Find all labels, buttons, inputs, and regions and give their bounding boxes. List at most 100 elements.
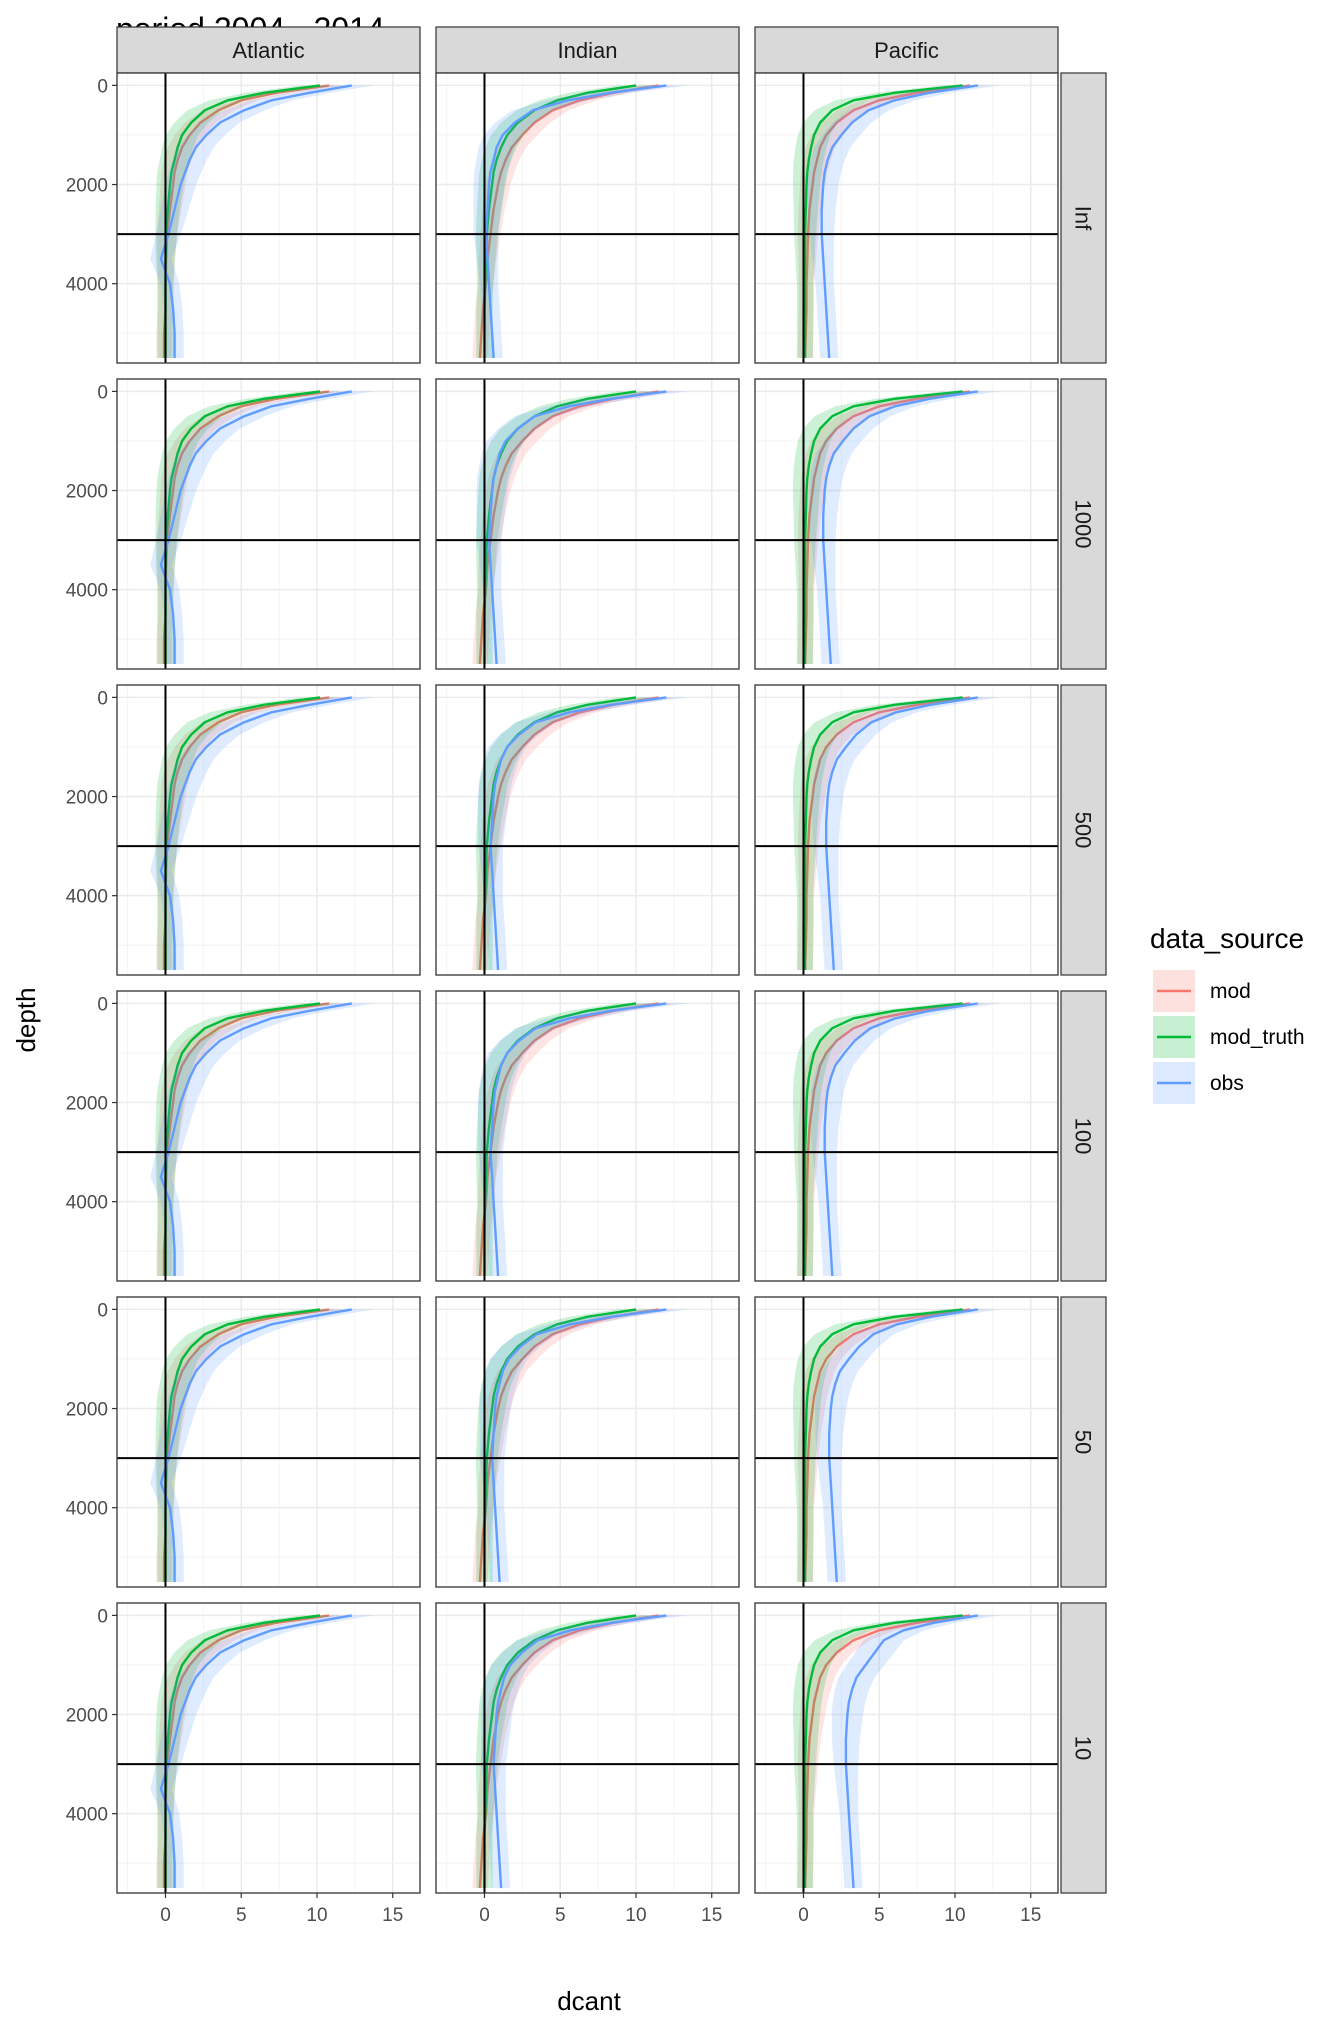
ribbon-obs — [150, 1309, 374, 1582]
x-tick-label: 15 — [1020, 1905, 1041, 1926]
facet-panels: Atlantic Indian PacificInf0200040001000020… — [66, 26, 1107, 1926]
y-tick-label: 2000 — [66, 1094, 108, 1115]
line-obs — [822, 390, 978, 665]
ribbon-obs — [831, 1615, 1000, 1888]
facet-panel-atlantic-inf — [116, 72, 421, 364]
y-tick-label: 4000 — [66, 887, 108, 908]
panel-border — [116, 1602, 421, 1894]
facet-panel-pacific-inf — [754, 72, 1059, 364]
ribbon-obs — [150, 391, 374, 664]
facet-panel-pacific-100 — [754, 990, 1059, 1282]
line-obs — [823, 1002, 978, 1277]
y-tick-label: 2000 — [66, 1706, 108, 1727]
facet-strip-row-label: 50 — [1071, 1430, 1096, 1454]
line-mod_truth — [803, 84, 963, 358]
facet-panel-atlantic-10 — [116, 1602, 421, 1894]
facet-panel-atlantic-500 — [116, 684, 421, 976]
facet-panel-indian-inf — [435, 72, 740, 364]
ribbon-obs — [473, 85, 689, 359]
panel-border — [754, 684, 1059, 976]
line-obs — [159, 696, 353, 970]
line-obs — [159, 1308, 353, 1582]
ribbon-obs — [479, 1309, 689, 1582]
facet-strip-pacific — [754, 26, 1059, 74]
facet-panel-pacific-50 — [754, 1296, 1059, 1588]
x-tick-label: 15 — [382, 1905, 403, 1926]
facet-panel-atlantic-50 — [116, 1296, 421, 1588]
facet-panel-atlantic-1000 — [116, 378, 421, 670]
facet-strip-row-10 — [1060, 1602, 1107, 1894]
y-tick-label: 0 — [97, 1300, 108, 1321]
line-obs — [159, 390, 353, 664]
line-mod_truth — [803, 1308, 963, 1582]
legend-label-mod_truth: mod_truth — [1210, 1026, 1305, 1049]
line-obs — [159, 1614, 353, 1888]
legend-label-obs: obs — [1210, 1072, 1244, 1095]
facet-strip-row-100 — [1060, 990, 1107, 1282]
facet-strip-row-label: Inf — [1071, 206, 1096, 231]
line-mod_truth — [803, 1614, 963, 1888]
panel-border — [116, 684, 421, 976]
line-obs — [489, 696, 667, 971]
ribbon-obs — [481, 1615, 689, 1888]
facet-panel-pacific-500 — [754, 684, 1059, 976]
line-mod — [803, 1002, 971, 1277]
y-tick-label: 0 — [97, 994, 108, 1015]
y-tick-label: 0 — [97, 382, 108, 403]
ribbon-obs — [150, 697, 374, 970]
line-obs — [828, 1308, 978, 1583]
ribbon-mod_truth — [793, 1309, 982, 1582]
ribbon-obs — [150, 85, 374, 359]
facet-strip-indian — [435, 26, 740, 74]
panel-border — [116, 1296, 421, 1588]
y-tick-label: 4000 — [66, 1193, 108, 1214]
facet-panel-pacific-10 — [754, 1602, 1059, 1894]
panel-border — [116, 990, 421, 1282]
y-tick-label: 4000 — [66, 581, 108, 602]
facet-panel-atlantic-100 — [116, 990, 421, 1282]
ribbon-mod_truth — [793, 85, 982, 359]
facet-panel-indian-100 — [435, 990, 740, 1282]
panel-background — [436, 991, 739, 1281]
x-tick-label: 0 — [798, 1905, 809, 1926]
panel-border — [435, 990, 740, 1282]
legend-label-mod: mod — [1210, 980, 1251, 1003]
y-tick-label: 2000 — [66, 1400, 108, 1421]
line-obs — [159, 1002, 353, 1276]
facet-panel-indian-50 — [435, 1296, 740, 1588]
x-tick-label: 5 — [874, 1905, 885, 1926]
ribbon-obs — [815, 1309, 1000, 1582]
y-tick-label: 2000 — [66, 788, 108, 809]
panel-border — [754, 72, 1059, 364]
line-obs — [820, 84, 978, 359]
line-obs — [825, 696, 978, 971]
ribbon-obs — [478, 697, 689, 970]
line-obs — [487, 390, 667, 665]
x-tick-label: 5 — [236, 1905, 247, 1926]
panel-border — [435, 1296, 740, 1588]
ribbon-obs — [478, 1003, 689, 1276]
y-tick-label: 4000 — [66, 1499, 108, 1520]
x-tick-label: 10 — [306, 1905, 327, 1926]
x-axis-title: dcant — [557, 1986, 621, 2016]
panel-border — [435, 72, 740, 364]
facet-strip-row-label: 100 — [1071, 1118, 1096, 1155]
facet-strip-row-500 — [1060, 684, 1107, 976]
ribbon-mod_truth — [793, 697, 982, 970]
line-mod — [803, 696, 971, 971]
facet-strip-label-indian: Indian — [558, 38, 618, 63]
facet-strip-atlantic — [116, 26, 421, 74]
line-obs — [489, 1002, 667, 1277]
line-mod — [803, 390, 971, 665]
y-tick-label: 2000 — [66, 482, 108, 503]
line-obs — [159, 84, 353, 358]
y-tick-label: 0 — [97, 76, 108, 97]
x-tick-label: 15 — [701, 1905, 722, 1926]
x-tick-label: 5 — [555, 1905, 566, 1926]
y-tick-label: 2000 — [66, 176, 108, 197]
facet-strip-label-atlantic: Atlantic — [232, 38, 304, 63]
ribbon-mod_truth — [793, 1003, 982, 1276]
ribbon-obs — [150, 1003, 374, 1276]
